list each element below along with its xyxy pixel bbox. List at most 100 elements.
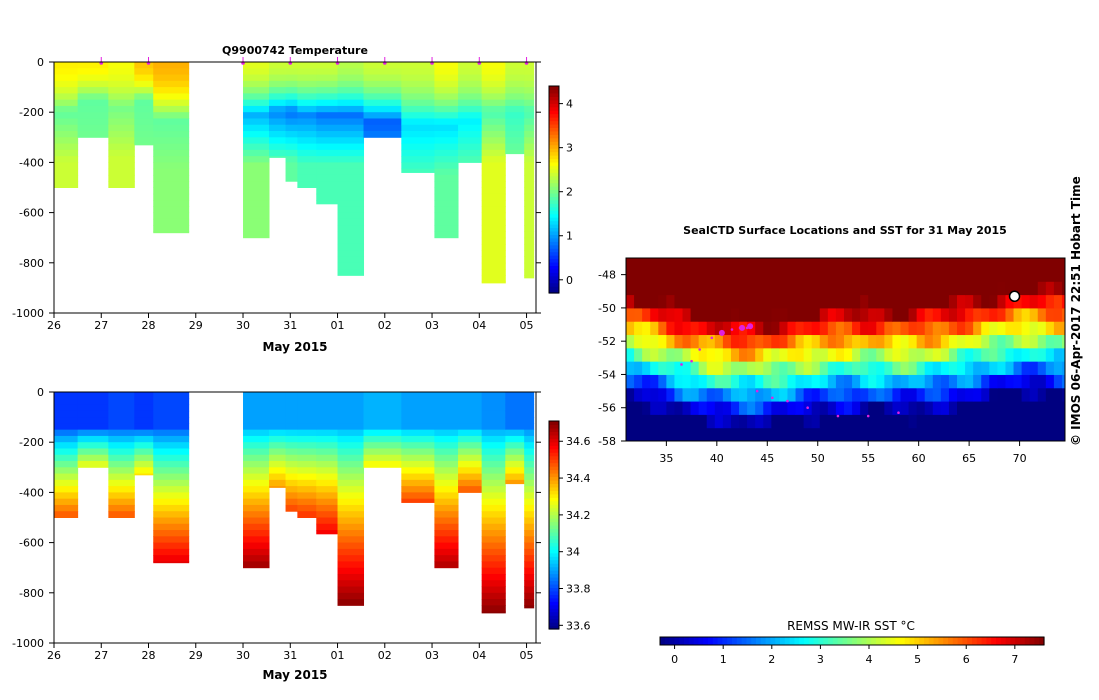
sst-cell	[860, 267, 869, 282]
sst-cell	[1045, 321, 1055, 336]
temperature-cell	[269, 137, 287, 145]
temperature-cell	[434, 174, 459, 182]
sst-cell	[835, 387, 845, 402]
sst-cell	[1053, 334, 1063, 349]
sst-cell	[973, 401, 982, 415]
salinity-cell	[243, 517, 270, 525]
y-tick-label: -400	[19, 486, 44, 499]
sst-cell	[868, 321, 877, 336]
colorbar-step	[751, 637, 757, 645]
sst-cell	[932, 267, 942, 282]
sst-cell	[650, 361, 659, 375]
sst-cell	[650, 427, 659, 441]
sst-cell	[674, 281, 684, 296]
sst-cell	[884, 427, 893, 441]
sst-cell	[690, 258, 700, 269]
sst-cell	[690, 374, 700, 389]
temperature-cell	[524, 225, 535, 232]
sst-cell	[819, 361, 829, 375]
sst-cell	[795, 281, 805, 296]
salinity-cell	[363, 404, 402, 412]
salinity-cell	[401, 467, 435, 475]
temperature-cell	[285, 131, 298, 138]
sst-cell	[989, 321, 998, 336]
temperature-cell	[316, 162, 339, 170]
sst-cell	[973, 414, 982, 429]
temperature-cell	[481, 156, 506, 163]
sst-cell	[634, 294, 643, 309]
sst-cell	[795, 307, 805, 322]
salinity-cell	[153, 410, 190, 418]
salinity-cell	[54, 398, 79, 406]
temperature-cell	[524, 200, 535, 207]
salinity-cell	[434, 536, 459, 544]
sst-cell	[1053, 361, 1063, 375]
colorbar-step	[549, 448, 559, 453]
colorbar-step	[712, 637, 719, 645]
salinity-cell	[297, 479, 317, 487]
sst-cell	[1005, 321, 1015, 336]
temperature-cell	[505, 124, 525, 132]
colorbar-step	[866, 637, 872, 645]
temperature-cell	[363, 74, 402, 82]
temperature-cell	[108, 131, 135, 138]
sst-cell	[940, 347, 950, 362]
temperature-cell	[524, 206, 535, 214]
colorbar-step	[549, 258, 559, 263]
sst-cell	[819, 374, 829, 389]
temperature-cell	[505, 80, 525, 88]
sst-cell	[1045, 427, 1055, 441]
sst-cell	[634, 258, 643, 269]
colorbar-step	[549, 604, 559, 609]
salinity-cell	[458, 448, 483, 456]
colorbar-step	[549, 186, 559, 191]
colorbar-step	[717, 637, 723, 645]
colorbar-step	[549, 476, 559, 481]
salinity-cell	[337, 580, 365, 588]
sst-cell	[714, 401, 724, 415]
temperature-cell	[153, 118, 190, 126]
temperature-cell	[269, 62, 287, 69]
sst-cell	[924, 307, 934, 322]
colorbar-step	[549, 134, 559, 139]
temperature-cell	[458, 62, 483, 69]
sst-cell	[932, 361, 942, 375]
sst-cell	[860, 374, 869, 389]
colorbar-step	[549, 438, 559, 443]
sst-cell	[690, 334, 700, 349]
sst-cell	[908, 374, 918, 389]
temperature-cell	[297, 68, 317, 76]
sst-cell	[682, 334, 692, 349]
sst-cell	[916, 281, 926, 296]
salinity-cell	[285, 504, 298, 512]
colorbar-step	[880, 637, 887, 645]
temperature-cell	[363, 80, 402, 88]
track-point	[730, 328, 734, 331]
salinity-cell	[481, 561, 506, 569]
sst-cell	[730, 281, 740, 296]
colorbar-step	[708, 637, 714, 645]
salinity-cell	[316, 442, 339, 449]
sst-cell	[876, 427, 885, 441]
salinity-cell	[337, 599, 365, 606]
salinity-cell	[524, 530, 535, 537]
temperature-cell	[434, 124, 459, 132]
sst-cell	[690, 414, 700, 429]
sst-cell	[835, 374, 845, 389]
sst-cell	[892, 321, 902, 336]
colorbar-tick-label: 2	[566, 186, 573, 199]
sst-cell	[714, 387, 724, 402]
temperature-cell	[524, 168, 535, 176]
sst-cell	[819, 307, 829, 322]
colorbar-tick-label: 4	[866, 653, 873, 666]
sst-cell	[916, 258, 926, 269]
sst-cell	[940, 334, 950, 349]
temperature-cell	[269, 80, 287, 88]
salinity-cell	[243, 479, 270, 487]
sst-cell	[860, 294, 869, 309]
sst-cell	[747, 307, 756, 322]
sst-cell	[714, 374, 724, 389]
temperature-cell	[481, 168, 506, 176]
salinity-cell	[505, 404, 525, 412]
